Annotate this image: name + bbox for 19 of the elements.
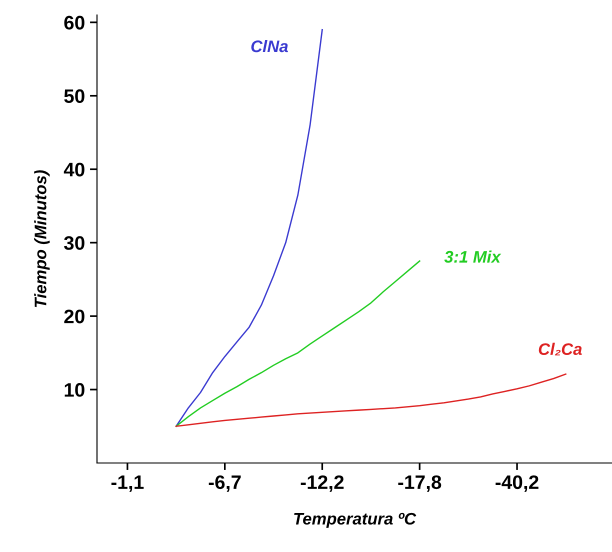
series-label: Cl₂Ca [538, 342, 582, 356]
y-tick-label: 50 [64, 89, 84, 104]
y-tick-label: 10 [64, 383, 84, 397]
y-tick-label: 30 [64, 236, 84, 250]
y-tick-label: 20 [64, 310, 84, 324]
x-tick-label: -1,1 [111, 476, 144, 492]
x-axis-title: Temperatura ºC [294, 512, 416, 528]
y-tick-label: 40 [64, 162, 84, 176]
line-series [175, 28, 323, 427]
series-label: ClNa [251, 40, 288, 52]
y-axis-title: Tiempo (Minutos) [34, 170, 50, 308]
series-label: 3:1 Mix [444, 250, 502, 263]
x-tick-label: -6,7 [208, 475, 241, 492]
line-series [175, 260, 420, 427]
x-tick-label: -17,8 [398, 475, 442, 492]
y-tick-label: 60 [64, 16, 84, 30]
x-tick-label: -12,2 [300, 475, 344, 492]
line-series [175, 373, 566, 427]
x-tick-label: -40,2 [496, 475, 538, 492]
